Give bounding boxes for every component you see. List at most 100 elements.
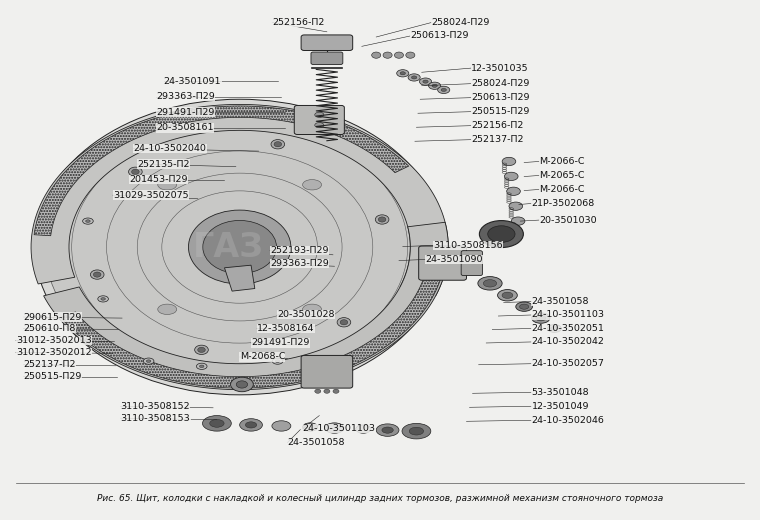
Text: 20-3508161: 20-3508161 xyxy=(157,123,214,132)
Text: 24-10-3502051: 24-10-3502051 xyxy=(532,324,605,333)
Ellipse shape xyxy=(429,82,441,89)
Ellipse shape xyxy=(98,296,109,302)
Ellipse shape xyxy=(333,389,339,393)
Ellipse shape xyxy=(302,304,321,315)
Ellipse shape xyxy=(356,425,371,433)
Text: 291491-П29: 291491-П29 xyxy=(251,339,309,347)
Text: 31012-3502012: 31012-3502012 xyxy=(16,348,91,357)
Text: 24-10-3502046: 24-10-3502046 xyxy=(532,416,605,425)
Ellipse shape xyxy=(536,315,546,321)
Ellipse shape xyxy=(158,304,177,315)
Ellipse shape xyxy=(511,217,525,225)
Text: 24-3501090: 24-3501090 xyxy=(426,255,483,264)
Ellipse shape xyxy=(480,220,524,248)
Ellipse shape xyxy=(532,313,550,323)
Text: 20-3501030: 20-3501030 xyxy=(540,216,597,225)
Ellipse shape xyxy=(548,324,562,332)
Ellipse shape xyxy=(505,172,518,180)
Polygon shape xyxy=(61,258,445,388)
Ellipse shape xyxy=(275,360,280,362)
Text: 12-3501035: 12-3501035 xyxy=(471,63,529,73)
FancyBboxPatch shape xyxy=(419,246,467,280)
Ellipse shape xyxy=(402,423,431,439)
Text: Рис. 65. Щит, колодки с накладкой и колесный цилиндр задних тормозов, разжимной : Рис. 65. Щит, колодки с накладкой и коле… xyxy=(97,494,663,503)
Ellipse shape xyxy=(274,141,282,147)
Ellipse shape xyxy=(507,187,521,196)
Ellipse shape xyxy=(83,218,93,224)
Ellipse shape xyxy=(408,74,420,81)
Ellipse shape xyxy=(520,304,529,309)
Text: 24-10-3501103: 24-10-3501103 xyxy=(532,310,605,319)
Ellipse shape xyxy=(245,422,257,428)
Ellipse shape xyxy=(378,217,386,222)
Ellipse shape xyxy=(230,377,253,392)
Ellipse shape xyxy=(195,345,208,355)
Text: 252156-П2: 252156-П2 xyxy=(272,18,325,27)
Ellipse shape xyxy=(158,179,177,190)
FancyBboxPatch shape xyxy=(461,251,483,276)
Text: 24-10-3502057: 24-10-3502057 xyxy=(532,359,605,368)
Text: ГАЗ: ГАЗ xyxy=(193,230,264,264)
Ellipse shape xyxy=(383,52,392,58)
Ellipse shape xyxy=(302,423,318,431)
Text: М-2068-С: М-2068-С xyxy=(239,353,285,361)
Ellipse shape xyxy=(302,179,321,190)
Ellipse shape xyxy=(409,427,423,435)
Ellipse shape xyxy=(483,280,497,287)
Text: 258024-П29: 258024-П29 xyxy=(432,18,490,27)
Ellipse shape xyxy=(272,421,291,431)
Ellipse shape xyxy=(324,389,330,393)
Ellipse shape xyxy=(210,420,224,427)
Ellipse shape xyxy=(516,302,533,311)
Text: 252135-П2: 252135-П2 xyxy=(138,160,190,168)
Ellipse shape xyxy=(372,52,381,58)
Ellipse shape xyxy=(420,78,432,85)
Text: 31029-3502075: 31029-3502075 xyxy=(113,191,188,200)
Ellipse shape xyxy=(239,419,262,431)
Ellipse shape xyxy=(375,215,389,224)
Ellipse shape xyxy=(90,270,104,279)
Polygon shape xyxy=(34,106,409,236)
Ellipse shape xyxy=(93,272,101,277)
Text: 250515-П29: 250515-П29 xyxy=(471,107,530,116)
Ellipse shape xyxy=(423,80,428,83)
FancyBboxPatch shape xyxy=(301,35,353,50)
Ellipse shape xyxy=(236,381,248,388)
FancyBboxPatch shape xyxy=(301,356,353,388)
Ellipse shape xyxy=(45,107,434,387)
Text: 201453-П29: 201453-П29 xyxy=(130,175,188,184)
Ellipse shape xyxy=(315,112,324,118)
Text: 24-3501091: 24-3501091 xyxy=(164,76,221,86)
Ellipse shape xyxy=(502,158,516,165)
Ellipse shape xyxy=(397,70,409,77)
Text: М-2066-С: М-2066-С xyxy=(540,157,584,166)
Text: 252137-П2: 252137-П2 xyxy=(24,360,76,369)
Ellipse shape xyxy=(35,99,445,395)
Text: 250515-П29: 250515-П29 xyxy=(24,372,82,381)
Ellipse shape xyxy=(128,167,142,176)
Text: 250613-П29: 250613-П29 xyxy=(471,93,530,102)
Text: 252137-П2: 252137-П2 xyxy=(471,135,524,144)
Text: 24-3501058: 24-3501058 xyxy=(532,297,589,306)
Text: 24-10-3501103: 24-10-3501103 xyxy=(302,424,375,433)
Ellipse shape xyxy=(337,318,351,327)
FancyBboxPatch shape xyxy=(311,52,343,64)
Ellipse shape xyxy=(315,123,324,128)
Ellipse shape xyxy=(196,363,207,369)
Ellipse shape xyxy=(271,139,285,149)
Text: 21Р-3502068: 21Р-3502068 xyxy=(532,199,595,208)
FancyBboxPatch shape xyxy=(294,106,344,135)
Ellipse shape xyxy=(315,389,321,393)
Text: М-2066-С: М-2066-С xyxy=(540,185,584,194)
Ellipse shape xyxy=(376,424,399,436)
Text: 252156-П2: 252156-П2 xyxy=(471,121,524,130)
Ellipse shape xyxy=(498,290,518,301)
Text: 24-10-3502042: 24-10-3502042 xyxy=(532,337,605,346)
Ellipse shape xyxy=(188,210,291,284)
Text: М-2065-С: М-2065-С xyxy=(540,171,584,180)
Ellipse shape xyxy=(199,365,204,368)
Ellipse shape xyxy=(488,226,515,242)
Ellipse shape xyxy=(147,360,151,362)
Ellipse shape xyxy=(382,427,393,433)
Text: 250613-П29: 250613-П29 xyxy=(410,31,469,41)
